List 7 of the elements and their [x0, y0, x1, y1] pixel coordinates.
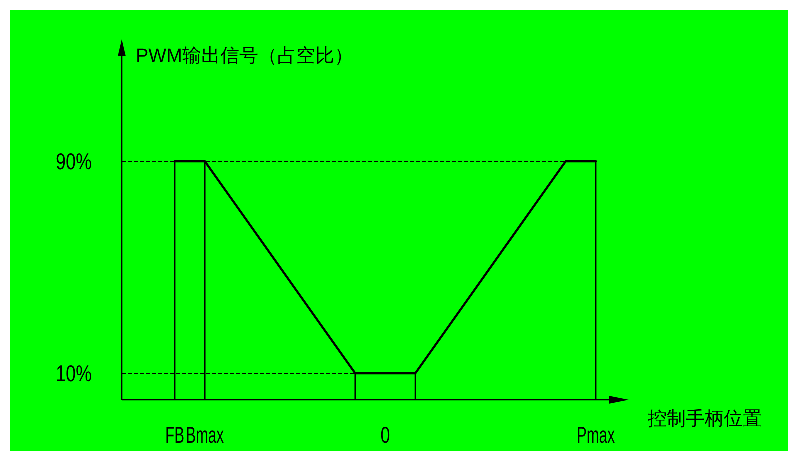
x-tick: Pmax	[577, 422, 636, 448]
x-tick: Bmax	[186, 422, 245, 448]
y-label: PWM输出信号（占空比）	[136, 46, 354, 67]
y-tick: 10%	[56, 360, 102, 386]
x-tick: 0	[380, 422, 394, 448]
x-label: 控制手柄位置	[648, 409, 762, 430]
y-tick: 90%	[56, 148, 102, 174]
